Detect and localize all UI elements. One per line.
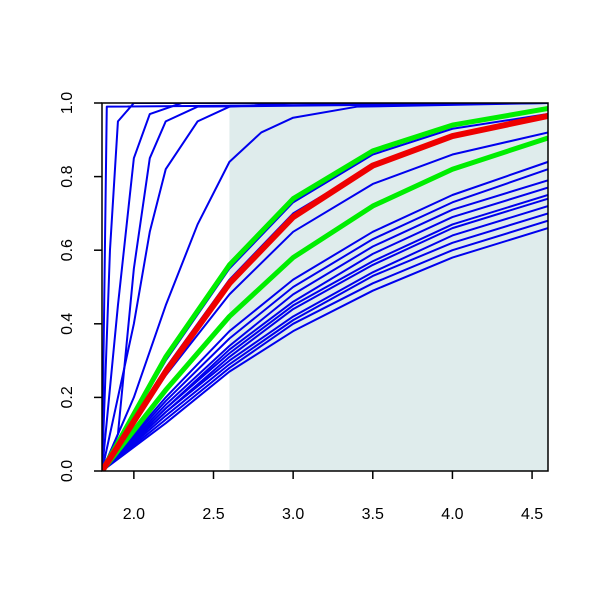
series-line-blue-1 bbox=[102, 103, 548, 471]
series-line-blue-10 bbox=[102, 168, 548, 471]
x-tick-label: 3.5 bbox=[362, 506, 384, 523]
series-line-blue-2 bbox=[102, 103, 548, 471]
series-line-green-20 bbox=[102, 135, 548, 471]
y-axis: 0.0 0.2 0.4 0.6 0.8 1.0 bbox=[59, 92, 102, 482]
series-line-blue-13 bbox=[102, 194, 548, 471]
x-tick-label: 4.0 bbox=[441, 506, 463, 523]
y-tick-label: 0.8 bbox=[59, 165, 76, 187]
series-line-blue-9 bbox=[102, 160, 548, 471]
series-line-blue-17 bbox=[102, 219, 548, 471]
y-tick-label: 0.2 bbox=[59, 386, 76, 408]
y-tick-label: 1.0 bbox=[59, 92, 76, 114]
y-tick-label: 0.0 bbox=[59, 460, 76, 482]
series-line-blue-5 bbox=[102, 103, 548, 471]
series-line-blue-18 bbox=[102, 227, 548, 471]
x-tick-label: 3.0 bbox=[282, 506, 304, 523]
x-axis: 2.0 2.5 3.0 3.5 4.0 4.5 bbox=[123, 471, 543, 523]
x-tick-label: 4.5 bbox=[521, 506, 543, 523]
x-tick-label: 2.5 bbox=[202, 506, 224, 523]
y-tick-label: 0.6 bbox=[59, 239, 76, 261]
series-line-red-21 bbox=[102, 112, 548, 471]
x-tick-label: 2.0 bbox=[123, 506, 145, 523]
y-tick-label: 0.4 bbox=[59, 313, 76, 335]
series-line-blue-16 bbox=[102, 212, 548, 471]
series-line-green-19 bbox=[102, 106, 548, 471]
series-line-blue-11 bbox=[102, 179, 548, 471]
plot-frame bbox=[101, 102, 549, 472]
series-line-blue-15 bbox=[102, 205, 548, 471]
series-lines bbox=[102, 103, 548, 471]
